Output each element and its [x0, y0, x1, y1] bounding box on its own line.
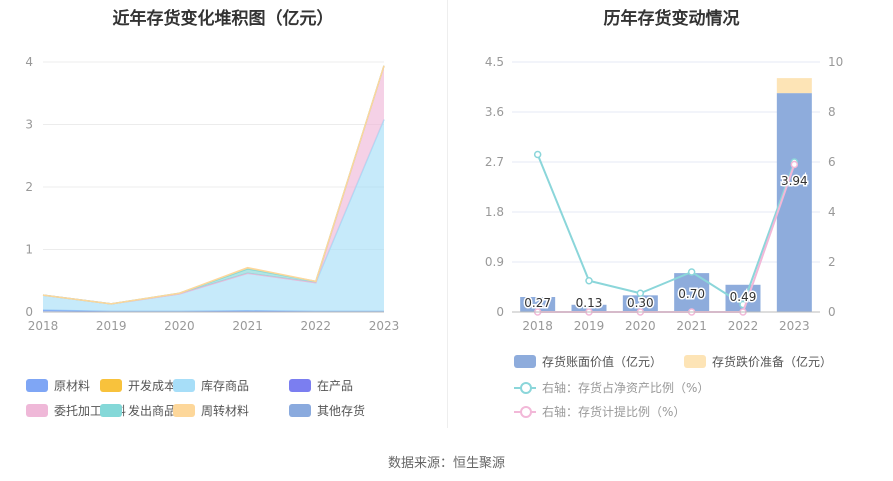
line-point	[790, 160, 799, 169]
line-point	[687, 268, 696, 276]
legend-swatch	[26, 379, 48, 392]
line-point	[636, 308, 645, 316]
y-left-tick-label: 2.7	[485, 155, 504, 169]
x-tick-label: 2021	[232, 319, 263, 333]
legend-item[interactable]: 库存商品	[173, 377, 249, 394]
bar-book-value	[571, 304, 607, 312]
legend-item[interactable]: 在产品	[289, 377, 353, 394]
line-point	[585, 277, 593, 285]
x-tick-label: 2023	[369, 319, 400, 333]
legend-swatch	[514, 381, 536, 394]
legend-label: 右轴：存货占净资产比例（%）	[542, 381, 710, 395]
legend-item[interactable]: 右轴：存货占净资产比例（%）	[514, 379, 709, 396]
line-point	[636, 289, 645, 297]
legend-swatch	[100, 404, 122, 417]
y-right-tick-label: 6	[828, 155, 836, 169]
line-point	[739, 300, 747, 309]
x-tick-label: 2022	[301, 319, 332, 333]
line-point	[790, 158, 799, 166]
x-tick-label: 2019	[574, 319, 605, 333]
x-tick-label: 2021	[676, 319, 707, 333]
area-库存商品	[43, 119, 384, 312]
legend-swatch	[289, 379, 311, 392]
right-chart-title: 历年存货变动情况	[603, 9, 740, 29]
x-tick-label: 2023	[779, 319, 810, 333]
line-point	[533, 308, 542, 316]
legend-item[interactable]: 发出商品	[100, 402, 176, 419]
line-右轴：存货占净资产比例（%）	[536, 154, 796, 307]
bar-book-value	[520, 297, 556, 312]
legend-label: 存货跌价准备（亿元）	[712, 355, 833, 369]
x-tick-label: 2022	[728, 319, 759, 333]
y-tick-label: 1	[25, 243, 33, 257]
y-right-tick-label: 4	[828, 205, 836, 219]
bar-data-label: 0.70	[678, 287, 705, 301]
area-edge-周转材料	[42, 65, 385, 305]
legend-label: 原材料	[54, 379, 91, 393]
x-tick-label: 2020	[164, 319, 195, 333]
bar-book-value	[776, 93, 812, 312]
bar-data-label: 0.27	[524, 296, 551, 310]
legend-item[interactable]: 开发成本	[100, 377, 176, 394]
x-tick-label: 2019	[96, 319, 127, 333]
y-left-tick-label: 3.6	[485, 105, 504, 119]
legend-item[interactable]: 其他存货	[289, 402, 365, 419]
bar-data-label: 0.49	[730, 290, 757, 304]
bar-book-value	[674, 273, 710, 312]
bar-impairment	[776, 78, 812, 94]
y-tick-label: 3	[25, 118, 33, 132]
legend-label: 库存商品	[201, 379, 250, 393]
y-left-tick-label: 1.8	[485, 205, 504, 219]
bar-book-value	[622, 295, 658, 312]
y-tick-label: 0	[25, 305, 33, 319]
legend-label: 存货账面价值（亿元）	[542, 355, 663, 369]
legend-label: 发出商品	[128, 404, 177, 418]
legend-label: 其他存货	[317, 404, 366, 418]
data-source: 数据来源：恒生聚源	[387, 456, 505, 471]
y-tick-label: 2	[25, 180, 33, 194]
line-右轴：存货计提比例（%）	[537, 164, 796, 313]
y-left-tick-label: 0	[496, 305, 504, 319]
legend-item[interactable]: 存货账面价值（亿元）	[514, 353, 662, 370]
legend-swatch	[173, 379, 195, 392]
y-right-tick-label: 8	[828, 105, 836, 119]
legend-item[interactable]: 右轴：存货计提比例（%）	[514, 403, 685, 420]
line-point	[585, 308, 593, 316]
y-left-tick-label: 0.9	[485, 255, 504, 269]
y-left-tick-label: 4.5	[485, 55, 504, 69]
legend-swatch	[684, 355, 706, 368]
x-tick-label: 2020	[625, 319, 656, 333]
stacked-area-chart: 0 1 2 3 4 2018 2019 2020 2021 2022 2023	[25, 55, 400, 333]
legend-swatch	[26, 404, 48, 417]
legend-item[interactable]: 周转材料	[173, 402, 249, 419]
left-chart-title: 近年存货变化堆积图（亿元）	[112, 9, 334, 29]
bar-data-label: 3.94	[781, 174, 808, 188]
legend-label: 周转材料	[201, 404, 250, 418]
line-point	[687, 308, 696, 316]
panel-divider	[447, 0, 448, 428]
legend-item[interactable]: 原材料	[26, 377, 90, 394]
legend-swatch	[173, 404, 195, 417]
legend-label: 右轴：存货计提比例（%）	[542, 405, 686, 419]
legend-swatch	[100, 379, 122, 392]
legend-swatch	[514, 405, 536, 418]
legend-label: 开发成本	[128, 379, 177, 393]
bar-data-label: 0.13	[576, 296, 603, 310]
legend-item[interactable]: 存货跌价准备（亿元）	[684, 353, 832, 370]
y-tick-label: 4	[25, 55, 33, 69]
bar-data-label: 0.30	[627, 296, 654, 310]
line-point	[533, 150, 542, 159]
legend-label: 在产品	[317, 379, 354, 393]
x-tick-label: 2018	[28, 319, 59, 333]
bar-book-value	[725, 284, 761, 312]
y-right-tick-label: 0	[828, 305, 836, 319]
x-tick-label: 2018	[522, 319, 553, 333]
line-point	[739, 308, 747, 316]
legend-swatch	[514, 355, 536, 368]
y-right-tick-label: 10	[828, 55, 843, 69]
y-right-tick-label: 2	[828, 255, 836, 269]
legend-swatch	[289, 404, 311, 417]
